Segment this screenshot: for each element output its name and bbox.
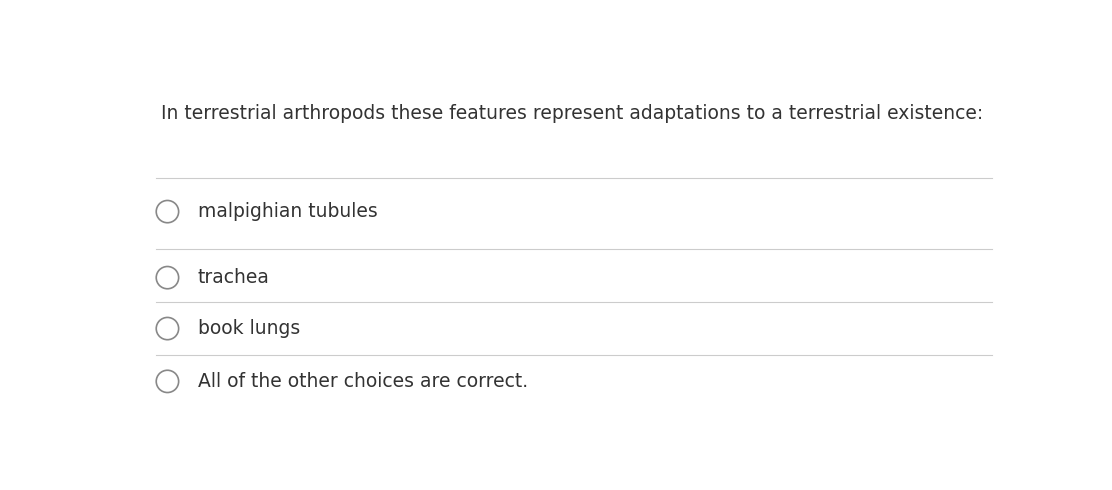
Text: malpighian tubules: malpighian tubules — [198, 202, 377, 221]
Text: In terrestrial arthropods these features represent adaptations to a terrestrial : In terrestrial arthropods these features… — [160, 104, 983, 123]
Text: All of the other choices are correct.: All of the other choices are correct. — [198, 372, 528, 391]
Text: trachea: trachea — [198, 268, 269, 287]
Text: book lungs: book lungs — [198, 319, 300, 338]
